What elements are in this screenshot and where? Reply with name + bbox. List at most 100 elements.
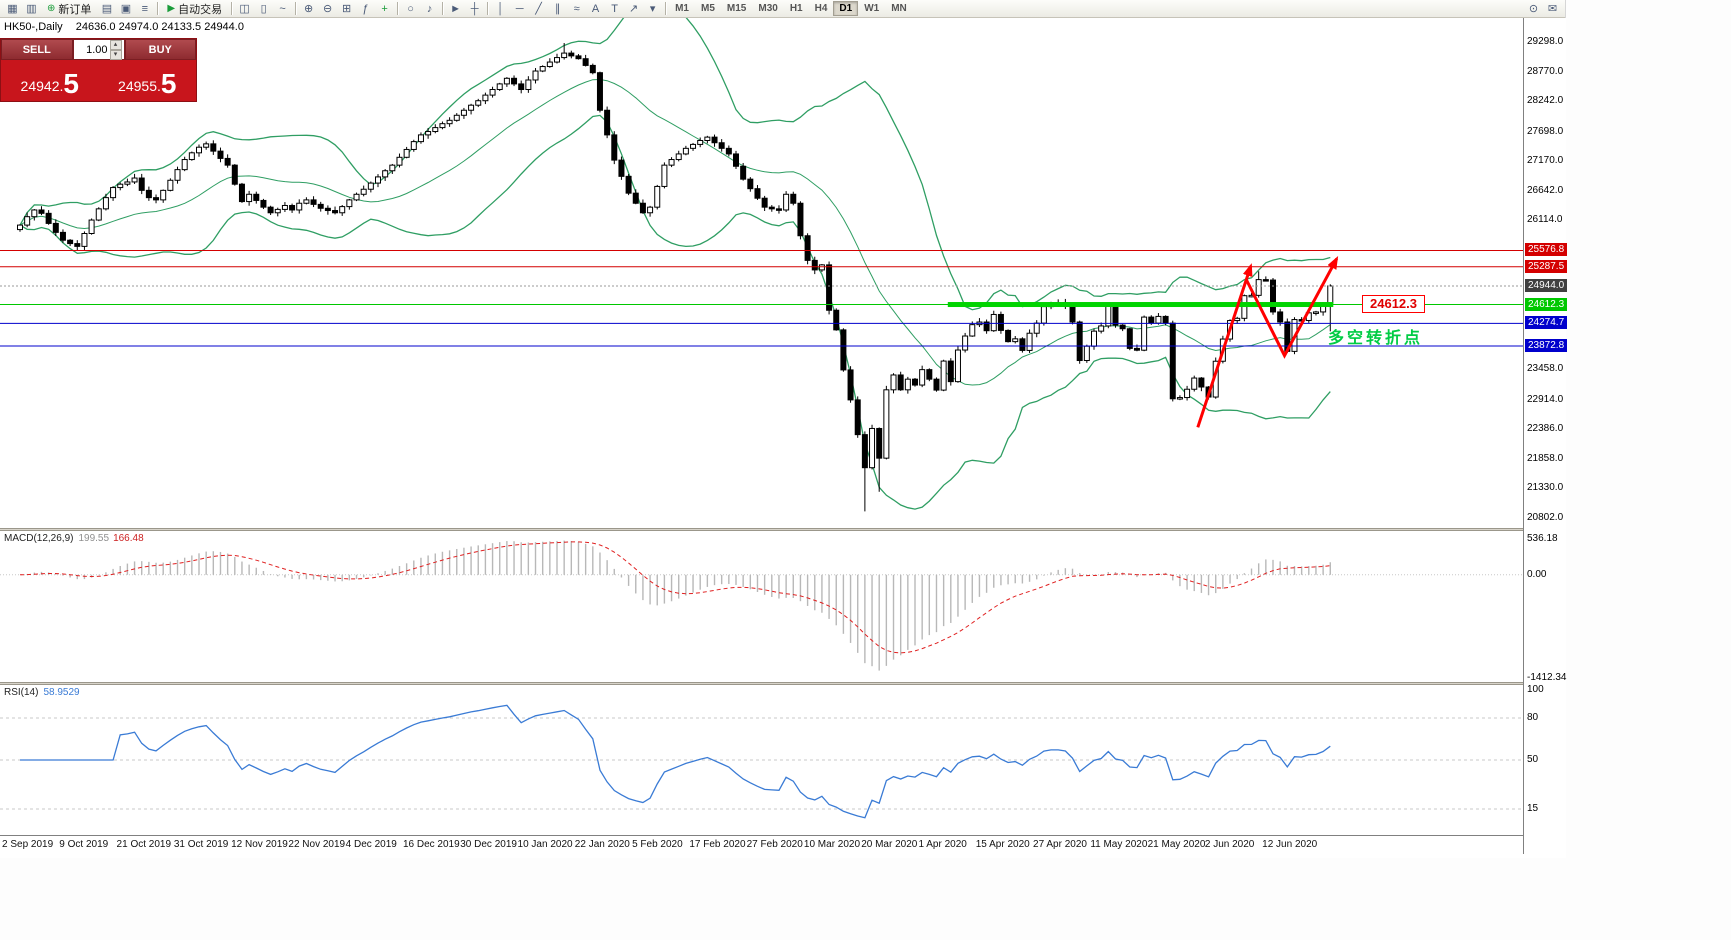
new-order-button-label: 新订单	[58, 3, 92, 16]
fibonacci-icon[interactable]: ≈	[573, 3, 580, 15]
sell-price-big-digit: 5	[63, 68, 79, 99]
horizontal-line-icon[interactable]: ─	[515, 3, 524, 15]
auto-trading-button-icon: ▶	[167, 3, 176, 14]
price-level-tag: 25576.8	[1525, 243, 1568, 257]
bar-chart-icon[interactable]: ◫	[239, 3, 250, 15]
price-callout: 24612.3	[1362, 295, 1425, 313]
auto-trading-button[interactable]: ▶ 自动交易	[161, 1, 228, 16]
buy-button[interactable]: BUY	[124, 39, 196, 60]
market-watch-icon[interactable]: ▤	[101, 3, 113, 15]
auto-trading-button-label: 自动交易	[178, 3, 223, 16]
support-zone-line[interactable]	[947, 302, 1334, 308]
price-chart-pane[interactable]	[0, 18, 1523, 528]
period-settings-icon[interactable]: ○	[407, 3, 414, 15]
zoom-out-icon[interactable]: ⊖	[322, 3, 333, 15]
chart-area[interactable]: 29298.0 28770.0 28242.0 27698.0 27170.0 26642…	[0, 18, 1568, 858]
toolbar-separator	[442, 2, 444, 15]
ohlc-values: 24636.0 24974.0 24133.5 24944.0	[75, 21, 244, 33]
rsi-tick-label: 50	[1527, 754, 1539, 765]
price-tick-label: 20802.0	[1527, 512, 1564, 523]
profiles-icon[interactable]: ▥	[26, 3, 37, 15]
price-level-tag: 24274.7	[1525, 316, 1568, 330]
text-label-icon[interactable]: T	[611, 3, 618, 15]
sell-button[interactable]: SELL	[1, 39, 73, 60]
navigator-icon[interactable]: ≡	[141, 3, 149, 15]
macd-histogram	[26, 540, 1331, 671]
macd-tick-label: 536.18	[1527, 533, 1558, 544]
buy-price-big-digit: 5	[160, 68, 177, 99]
date-tick-label: 20 Mar 2020	[861, 839, 918, 850]
timeframe-button-h1[interactable]: H1	[789, 3, 803, 14]
mail-icon[interactable]: ✉	[1547, 3, 1558, 15]
date-tick-label: 10 Mar 2020	[803, 839, 861, 850]
new-order-button[interactable]: ⊕ 新订单	[41, 1, 97, 16]
date-tick-label: 27 Feb 2020	[746, 839, 803, 850]
data-window-icon[interactable]: ▣	[120, 3, 132, 15]
timeframe-button-m5[interactable]: M5	[701, 3, 715, 14]
text-icon[interactable]: A	[591, 3, 600, 15]
trendline-icon[interactable]: ╱	[535, 3, 542, 15]
date-tick-label: 31 Oct 2019	[173, 839, 229, 850]
timeframe-button-mn[interactable]: MN	[891, 3, 907, 14]
price-levels	[0, 249, 1523, 347]
price-level-tag: 24944.0	[1525, 278, 1568, 292]
macd-pane[interactable]	[0, 531, 1523, 682]
trade-buttons-row: SELL ▴ ▾ BUY	[1, 39, 196, 60]
vertical-line-icon[interactable]: │	[497, 3, 505, 15]
volume-up-button[interactable]: ▴	[109, 40, 122, 50]
date-tick-label: 22 Jan 2020	[574, 839, 630, 850]
toolbar-separator	[231, 2, 233, 15]
sell-price[interactable]: 24942. 5	[1, 60, 99, 101]
volume-input[interactable]	[73, 40, 110, 59]
date-tick-label: 5 Feb 2020	[632, 839, 683, 850]
add-indicator-icon[interactable]: +	[381, 3, 388, 15]
price-tick-label: 26114.0	[1527, 214, 1563, 226]
rsi-pane[interactable]	[0, 685, 1523, 835]
buy-price[interactable]: 24955. 5	[99, 60, 197, 101]
trade-prices-row: 24942. 5 24955. 5	[1, 60, 196, 101]
tile-windows-icon[interactable]: ⊞	[341, 3, 352, 15]
pane-splitter[interactable]	[0, 528, 1566, 531]
alerts-icon[interactable]: ♪	[426, 3, 433, 15]
chart-window-icon[interactable]: ▦	[7, 3, 18, 15]
turning-point-annotation: 多空转折点	[1328, 330, 1424, 347]
date-tick-label: 30 Dec 2019	[460, 839, 517, 850]
volume-down-button[interactable]: ▾	[109, 50, 122, 60]
zigzag-annotation[interactable]	[1196, 256, 1339, 428]
zoom-in-icon[interactable]: ⊕	[303, 3, 314, 15]
date-tick-label: 16 Dec 2019	[402, 839, 460, 850]
toolbar: ▦ ▥ ⊕ 新订单 ▤ ▣ ≡ ▶ 自动交易 ◫ ▯ ~ ⊕ ⊖ ⊞ ƒ + ○ ♪ ► ┼ │ ─ ╱ ∥ ≈ A T ↗ ▾ M1 M5 M…	[0, 0, 1565, 18]
date-tick-label: 12 Jun 2020	[1262, 839, 1318, 850]
arrow-objects-icon[interactable]: ↗	[628, 3, 639, 15]
equidistant-channel-icon[interactable]: ∥	[554, 3, 561, 15]
candlestick-chart-icon[interactable]: ▯	[260, 3, 267, 15]
search-icon[interactable]: ⊙	[1528, 3, 1539, 15]
objects-dropdown-icon[interactable]: ▾	[649, 3, 656, 15]
line-chart-icon[interactable]: ~	[279, 3, 286, 15]
one-click-trading-panel: SELL ▴ ▾ BUY 24942. 5	[0, 38, 197, 102]
date-tick-label: 22 Nov 2019	[288, 839, 346, 850]
rsi-indicator-label: RSI(14) 58.9529	[4, 687, 80, 698]
crosshair-icon[interactable]: ┼	[470, 3, 479, 15]
timeframe-button-m1[interactable]: M1	[675, 3, 689, 14]
pane-splitter[interactable]	[0, 682, 1566, 685]
date-tick-label: 2 Sep 2019	[2, 839, 54, 850]
date-tick-label: 17 Feb 2020	[689, 839, 746, 850]
timeframe-button-m30[interactable]: M30	[758, 3, 778, 14]
price-tick-label: 26642.0	[1527, 184, 1564, 196]
toolbar-separator	[487, 2, 489, 15]
timeframe-button-w1[interactable]: W1	[864, 3, 880, 14]
candlestick-series	[17, 43, 1334, 512]
time-axis[interactable]: 2 Sep 2019 9 Oct 2019 21 Oct 2019 31 Oct 20…	[0, 835, 1523, 854]
timeframe-button-m15[interactable]: M15	[726, 3, 747, 14]
toolbar-separator	[397, 2, 399, 15]
date-tick-label: 2 Jun 2020	[1204, 839, 1255, 850]
cursor-icon[interactable]: ►	[450, 3, 462, 15]
price-tick-label: 21858.0	[1527, 452, 1564, 464]
timeframe-button-d1[interactable]: D1	[833, 1, 859, 16]
price-tick-label: 29298.0	[1527, 36, 1564, 47]
timeframe-button-h4[interactable]: H4	[814, 3, 828, 14]
indicators-list-icon[interactable]: ƒ	[362, 3, 369, 15]
new-order-button-icon: ⊕	[47, 3, 56, 14]
price-axis[interactable]: 29298.0 28770.0 28242.0 27698.0 27170.0 26642…	[1523, 18, 1568, 854]
